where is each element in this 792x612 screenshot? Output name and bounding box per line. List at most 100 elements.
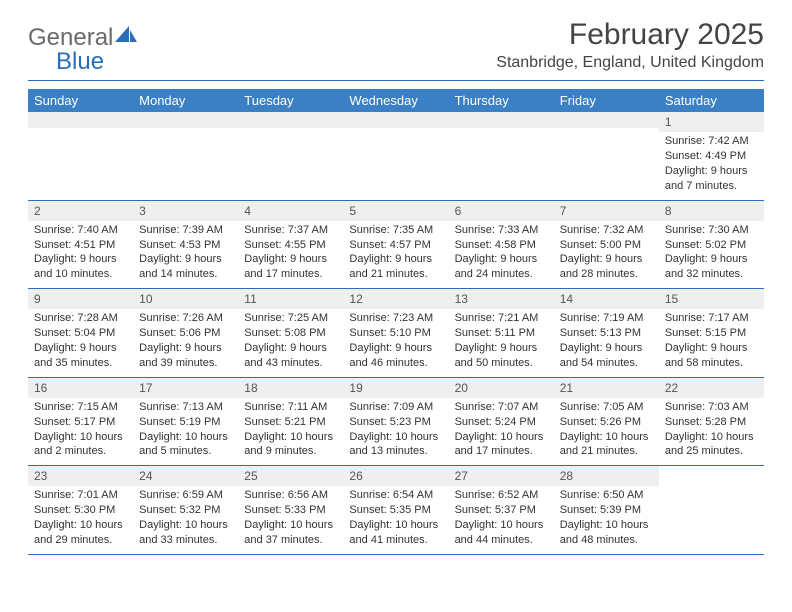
day-daylight1: Daylight: 10 hours [560,518,653,533]
day-sunset: Sunset: 5:08 PM [244,326,337,341]
calendar-cell: 28Sunrise: 6:50 AMSunset: 5:39 PMDayligh… [554,466,659,554]
day-sunrise: Sunrise: 7:19 AM [560,311,653,326]
calendar-cell: 5Sunrise: 7:35 AMSunset: 4:57 PMDaylight… [343,201,448,289]
location: Stanbridge, England, United Kingdom [496,54,764,72]
logo-word1: General [28,24,113,51]
day-daylight1: Daylight: 10 hours [455,518,548,533]
day-number: 6 [449,201,554,221]
dayhead-tue: Tuesday [238,89,343,112]
header: General Blue February 2025 Stanbridge, E… [28,18,764,74]
day-daylight1: Daylight: 9 hours [34,341,127,356]
calendar-cell: 13Sunrise: 7:21 AMSunset: 5:11 PMDayligh… [449,289,554,377]
day-sunrise: Sunrise: 7:05 AM [560,400,653,415]
dayhead-mon: Monday [133,89,238,112]
calendar-cell: 25Sunrise: 6:56 AMSunset: 5:33 PMDayligh… [238,466,343,554]
day-daylight1: Daylight: 9 hours [349,252,442,267]
day-sunset: Sunset: 5:15 PM [665,326,758,341]
day-number: 13 [449,289,554,309]
day-sunrise: Sunrise: 7:28 AM [34,311,127,326]
dayhead-fri: Friday [554,89,659,112]
day-sunset: Sunset: 5:28 PM [665,415,758,430]
calendar-cell: 10Sunrise: 7:26 AMSunset: 5:06 PMDayligh… [133,289,238,377]
day-daylight2: and 25 minutes. [665,444,758,459]
day-daylight1: Daylight: 9 hours [139,252,232,267]
day-sunset: Sunset: 5:39 PM [560,503,653,518]
calendar-cell: 2Sunrise: 7:40 AMSunset: 4:51 PMDaylight… [28,201,133,289]
day-sunrise: Sunrise: 7:17 AM [665,311,758,326]
day-header-row: Sunday Monday Tuesday Wednesday Thursday… [28,89,764,112]
calendar-cell [133,112,238,200]
day-daylight1: Daylight: 9 hours [560,341,653,356]
day-sunrise: Sunrise: 6:54 AM [349,488,442,503]
day-sunrise: Sunrise: 7:32 AM [560,223,653,238]
calendar-cell: 9Sunrise: 7:28 AMSunset: 5:04 PMDaylight… [28,289,133,377]
day-daylight2: and 17 minutes. [455,444,548,459]
day-number: 1 [659,112,764,132]
calendar-cell: 21Sunrise: 7:05 AMSunset: 5:26 PMDayligh… [554,378,659,466]
calendar-cell: 4Sunrise: 7:37 AMSunset: 4:55 PMDaylight… [238,201,343,289]
day-number: 25 [238,466,343,486]
day-sunset: Sunset: 5:04 PM [34,326,127,341]
day-daylight2: and 37 minutes. [244,533,337,548]
calendar-cell: 1Sunrise: 7:42 AMSunset: 4:49 PMDaylight… [659,112,764,200]
day-number: 10 [133,289,238,309]
day-daylight2: and 21 minutes. [560,444,653,459]
calendar-cell: 26Sunrise: 6:54 AMSunset: 5:35 PMDayligh… [343,466,448,554]
day-daylight1: Daylight: 10 hours [349,518,442,533]
day-number: 20 [449,378,554,398]
day-daylight2: and 32 minutes. [665,267,758,282]
day-daylight2: and 46 minutes. [349,356,442,371]
day-sunset: Sunset: 4:49 PM [665,149,758,164]
day-number: 21 [554,378,659,398]
day-number: 4 [238,201,343,221]
day-sunrise: Sunrise: 7:23 AM [349,311,442,326]
day-daylight1: Daylight: 10 hours [455,430,548,445]
dayhead-sun: Sunday [28,89,133,112]
day-sunrise: Sunrise: 7:01 AM [34,488,127,503]
day-sunrise: Sunrise: 7:15 AM [34,400,127,415]
day-daylight2: and 14 minutes. [139,267,232,282]
calendar-cell: 15Sunrise: 7:17 AMSunset: 5:15 PMDayligh… [659,289,764,377]
day-sunrise: Sunrise: 7:07 AM [455,400,548,415]
day-sunset: Sunset: 5:32 PM [139,503,232,518]
day-sunset: Sunset: 5:35 PM [349,503,442,518]
day-daylight1: Daylight: 10 hours [139,518,232,533]
day-daylight1: Daylight: 10 hours [244,430,337,445]
day-sunset: Sunset: 5:37 PM [455,503,548,518]
day-daylight2: and 50 minutes. [455,356,548,371]
day-daylight2: and 54 minutes. [560,356,653,371]
day-daylight1: Daylight: 9 hours [34,252,127,267]
day-daylight2: and 10 minutes. [34,267,127,282]
day-sunset: Sunset: 4:57 PM [349,238,442,253]
day-sunrise: Sunrise: 7:03 AM [665,400,758,415]
calendar-cell [343,112,448,200]
day-sunset: Sunset: 5:02 PM [665,238,758,253]
calendar-cell: 8Sunrise: 7:30 AMSunset: 5:02 PMDaylight… [659,201,764,289]
day-daylight2: and 2 minutes. [34,444,127,459]
empty-day-bar [28,112,133,128]
day-daylight1: Daylight: 10 hours [139,430,232,445]
day-daylight1: Daylight: 10 hours [665,430,758,445]
day-number: 3 [133,201,238,221]
day-sunrise: Sunrise: 7:30 AM [665,223,758,238]
day-sunset: Sunset: 5:06 PM [139,326,232,341]
day-sunset: Sunset: 5:33 PM [244,503,337,518]
day-daylight2: and 24 minutes. [455,267,548,282]
day-number: 18 [238,378,343,398]
day-daylight2: and 35 minutes. [34,356,127,371]
day-daylight2: and 21 minutes. [349,267,442,282]
day-sunrise: Sunrise: 7:40 AM [34,223,127,238]
day-sunrise: Sunrise: 7:11 AM [244,400,337,415]
day-daylight2: and 41 minutes. [349,533,442,548]
calendar-cell: 19Sunrise: 7:09 AMSunset: 5:23 PMDayligh… [343,378,448,466]
day-daylight1: Daylight: 10 hours [560,430,653,445]
day-sunset: Sunset: 4:51 PM [34,238,127,253]
calendar-cell: 12Sunrise: 7:23 AMSunset: 5:10 PMDayligh… [343,289,448,377]
day-daylight2: and 13 minutes. [349,444,442,459]
day-sunset: Sunset: 4:53 PM [139,238,232,253]
day-sunrise: Sunrise: 7:21 AM [455,311,548,326]
day-daylight2: and 5 minutes. [139,444,232,459]
day-sunset: Sunset: 4:58 PM [455,238,548,253]
day-sunrise: Sunrise: 6:50 AM [560,488,653,503]
title-block: February 2025 Stanbridge, England, Unite… [496,18,764,72]
